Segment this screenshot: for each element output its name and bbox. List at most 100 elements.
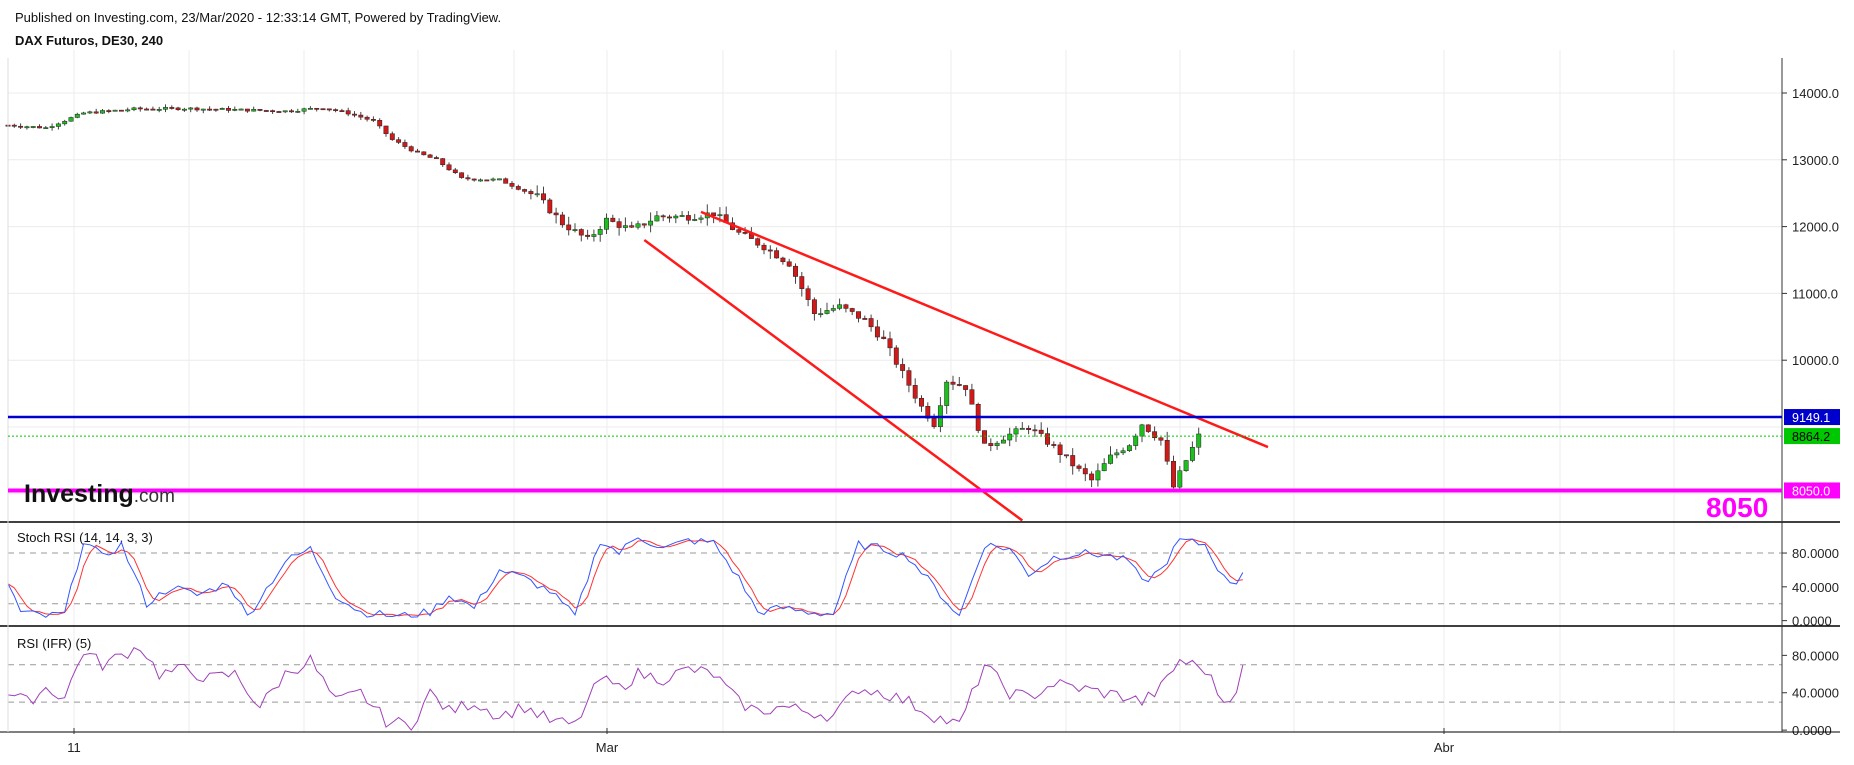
candle: [786, 261, 792, 267]
candle: [370, 119, 376, 121]
candle: [459, 172, 465, 178]
candle: [528, 191, 534, 195]
last-price-label-box: [1784, 428, 1840, 445]
candle: [144, 108, 150, 111]
candle: [1126, 445, 1132, 451]
candle: [685, 215, 691, 221]
candle: [282, 110, 288, 113]
candle: [994, 442, 1000, 446]
candle: [396, 139, 402, 143]
channel-lower-line[interactable]: [643, 238, 1024, 522]
candle: [106, 110, 112, 112]
candle: [572, 229, 578, 231]
candle: [1189, 446, 1195, 461]
y-tick-label: 12000.0: [1792, 220, 1839, 235]
y-tick-label: 80.0000: [1792, 648, 1839, 663]
candle: [125, 109, 131, 112]
candle: [761, 244, 767, 251]
candle: [364, 116, 370, 120]
candle: [1082, 468, 1088, 475]
candle: [849, 308, 855, 312]
candle: [490, 178, 496, 181]
instrument-title: DAX Futuros, DE30, 240: [15, 33, 164, 48]
candle: [188, 107, 194, 110]
y-tick-label: 40.0000: [1792, 686, 1839, 701]
candle: [868, 318, 874, 328]
candle: [799, 276, 805, 289]
investing-logo: Investing.com: [24, 480, 175, 508]
candle: [912, 385, 918, 399]
candle: [194, 107, 200, 111]
candle: [471, 178, 477, 181]
candle: [610, 217, 616, 222]
candle: [24, 126, 30, 129]
support-price-label: 8050.0: [1792, 484, 1830, 498]
candle: [547, 199, 553, 214]
axes: 14000.0 13000.0 12000.0 11000.0 10000.0 11 Mar…: [0, 58, 1840, 755]
candle: [1026, 428, 1032, 430]
candle: [49, 126, 55, 128]
resistance-price-label-box: [1784, 409, 1840, 426]
candle: [213, 108, 219, 111]
resistance-price-label: 9149.1: [1792, 411, 1830, 425]
candle: [843, 304, 849, 309]
candle: [377, 120, 383, 127]
stoch-rsi-pane: Stoch RSI (14, 14, 3, 3) 80.0000 40.0000 0.…: [7, 530, 1839, 629]
candle: [925, 406, 931, 419]
candle: [11, 124, 17, 127]
rsi-pane: RSI (IFR) (5) 80.0000 40.0000 0.0000: [7, 636, 1839, 738]
candle: [251, 109, 257, 112]
stoch-d-line: [7, 538, 1243, 617]
logo-light: .com: [134, 486, 175, 507]
candle: [944, 381, 950, 406]
candle: [326, 108, 332, 111]
candle: [698, 217, 704, 220]
candle: [257, 109, 263, 111]
grid-lines: [8, 50, 1782, 732]
candle: [660, 215, 666, 218]
candle: [805, 288, 811, 300]
candle: [452, 169, 458, 173]
candle: [982, 430, 987, 444]
stoch-k-line: [7, 537, 1244, 618]
last-price-label: 8864.2: [1792, 430, 1830, 444]
candle: [1158, 437, 1164, 441]
candle: [1101, 463, 1107, 472]
candle: [270, 110, 276, 113]
candle: [1013, 428, 1019, 435]
y-tick-label: 0.0000: [1792, 723, 1832, 738]
candle: [856, 311, 861, 319]
candle: [1057, 444, 1063, 455]
candle: [478, 179, 483, 182]
candle: [774, 250, 780, 259]
candle: [1095, 470, 1101, 481]
candle: [717, 214, 723, 217]
candle: [163, 107, 168, 110]
candle: [1051, 444, 1057, 446]
candle: [200, 108, 206, 111]
candle: [175, 107, 181, 110]
candle: [389, 133, 395, 140]
candle: [988, 443, 994, 446]
candle: [156, 109, 162, 111]
candle: [566, 224, 572, 231]
candle: [616, 221, 622, 228]
candle: [496, 178, 502, 181]
rsi-line: [7, 647, 1244, 731]
candle: [1177, 470, 1183, 488]
candle: [1171, 460, 1176, 488]
channel-upper-line[interactable]: [700, 210, 1269, 449]
candle: [433, 157, 439, 159]
candle: [1114, 452, 1120, 456]
candle: [1196, 433, 1202, 448]
candle: [591, 234, 597, 237]
candle: [62, 120, 68, 125]
candle: [484, 179, 490, 182]
candle: [553, 212, 559, 216]
y-tick-label: 13000.0: [1792, 153, 1839, 168]
y-tick-label: 10000.0: [1792, 353, 1839, 368]
candle: [131, 107, 137, 111]
candle: [950, 381, 956, 385]
price-pane: [5, 104, 1202, 490]
